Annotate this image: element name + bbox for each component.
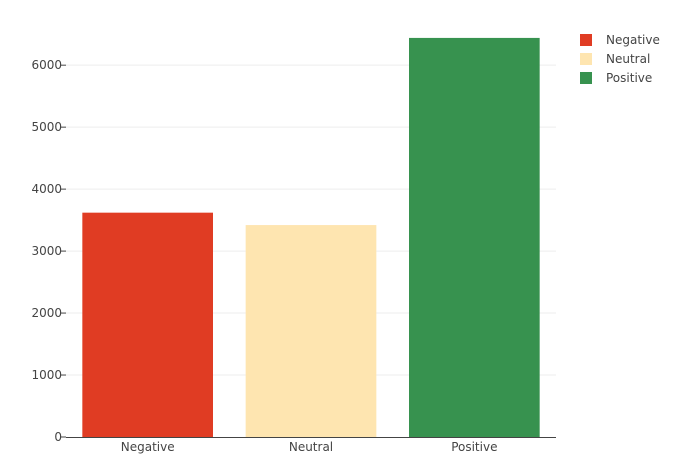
legend: Negative Neutral Positive — [580, 30, 660, 87]
y-tick-label-3000: 3000 — [31, 244, 62, 258]
bars — [82, 37, 540, 437]
legend-swatch-positive — [580, 71, 592, 84]
legend-label-negative: Negative — [606, 32, 660, 47]
legend-label-neutral: Neutral — [606, 51, 651, 66]
y-tick-label-4000: 4000 — [31, 182, 62, 196]
x-tick-label-neutral: Neutral — [289, 440, 333, 454]
x-tick-label-positive: Positive — [451, 440, 497, 454]
legend-item-positive[interactable]: Positive — [580, 68, 660, 87]
y-tick-label-0: 0 — [54, 430, 62, 444]
x-axis-ticks: Negative Neutral Positive — [121, 440, 498, 454]
bar-positive[interactable] — [409, 37, 540, 437]
legend-label-positive: Positive — [606, 70, 653, 85]
legend-swatch-negative — [580, 33, 592, 46]
legend-swatch-neutral — [580, 52, 592, 65]
y-tick-label-1000: 1000 — [31, 368, 62, 382]
y-tick-label-2000: 2000 — [31, 306, 62, 320]
y-axis-ticks: 0 1000 2000 3000 4000 5000 6000 — [31, 58, 66, 444]
legend-item-neutral[interactable]: Neutral — [580, 49, 660, 68]
bar-negative[interactable] — [82, 212, 213, 437]
x-tick-label-negative: Negative — [121, 440, 175, 454]
y-tick-label-6000: 6000 — [31, 58, 62, 72]
bar-neutral[interactable] — [245, 225, 377, 437]
y-tick-label-5000: 5000 — [31, 120, 62, 134]
legend-item-negative[interactable]: Negative — [580, 30, 660, 49]
